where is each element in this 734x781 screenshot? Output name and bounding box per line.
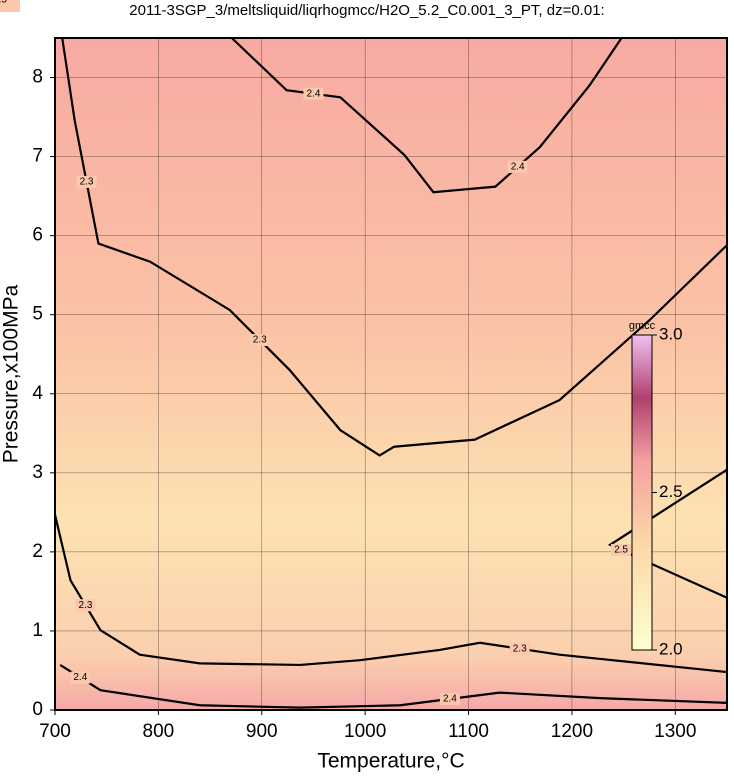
x-axis-label: Temperature,°C — [317, 750, 464, 773]
colorbar-label: gmcc — [629, 320, 656, 332]
contour-label-bg — [249, 334, 270, 347]
contour-line — [59, 664, 728, 709]
y-tick-label: 2 — [32, 541, 43, 562]
contour-label: 2.4 — [511, 162, 525, 173]
x-tick-label: 700 — [39, 721, 71, 742]
contour-label-bg — [509, 642, 530, 655]
y-tick-label: 0 — [32, 699, 43, 720]
contour-label: 2.3 — [513, 643, 527, 654]
contour-label-bg — [70, 671, 91, 684]
y-tick-label: 7 — [32, 146, 43, 167]
contour-label: 2.3 — [80, 177, 94, 188]
contour-label-bg — [75, 599, 96, 612]
contour-label-bg — [507, 160, 528, 173]
contour-label-bg — [76, 175, 97, 188]
y-tick-label: 5 — [32, 304, 43, 325]
y-tick-label: 8 — [32, 67, 43, 88]
y-tick-label: 3 — [32, 462, 43, 483]
contour-label: 2.4 — [307, 88, 321, 99]
contour-line — [53, 514, 728, 674]
contour-label: 2.4 — [73, 672, 87, 683]
plot-frame — [54, 37, 728, 711]
y-tick-label: 4 — [32, 383, 43, 404]
contour-label: 2.3 — [79, 600, 93, 611]
x-tick-label: 1100 — [448, 721, 489, 742]
y-tick-label: 1 — [32, 620, 43, 641]
x-tick-label: 900 — [246, 721, 278, 742]
contour-label: 2.3 — [253, 335, 267, 346]
contour-line — [61, 37, 728, 457]
colorbar-tick-label: 3.0 — [659, 324, 683, 343]
colorbar-scale — [631, 334, 653, 651]
contour-label-bg — [439, 692, 460, 705]
contour-label: 2.4 — [443, 694, 457, 705]
x-tick-label: 1300 — [654, 721, 696, 742]
colorbar-tick-label: 2.0 — [659, 639, 683, 658]
plot-area: 2.4 2.4 2.3 2.3 2.3 2.3 2.4 2.4 2.5 2.5 — [0, 0, 728, 711]
x-tick-label: 1000 — [344, 721, 386, 742]
colorbar-tick-label: 2.5 — [659, 482, 683, 501]
x-tick-label: 1200 — [551, 721, 593, 742]
contour-label: 2.5 — [614, 545, 628, 556]
plot-background — [55, 38, 727, 710]
contour-label: 2.5 — [0, 0, 7, 6]
contour-label-bg — [611, 543, 632, 556]
chart-title: 2011-3SGP_3/meltsliquid/liqrhogmcc/H2O_5… — [129, 2, 604, 19]
contour-label-bg — [0, 0, 20, 12]
x-tick-label: 800 — [143, 721, 175, 742]
contour-label-bg — [303, 87, 324, 100]
colorbar: gmcc 2.0 2.5 3.0 — [629, 320, 683, 659]
y-tick-label: 6 — [32, 225, 43, 246]
y-axis-label: Pressure,x100MPa — [0, 284, 23, 463]
